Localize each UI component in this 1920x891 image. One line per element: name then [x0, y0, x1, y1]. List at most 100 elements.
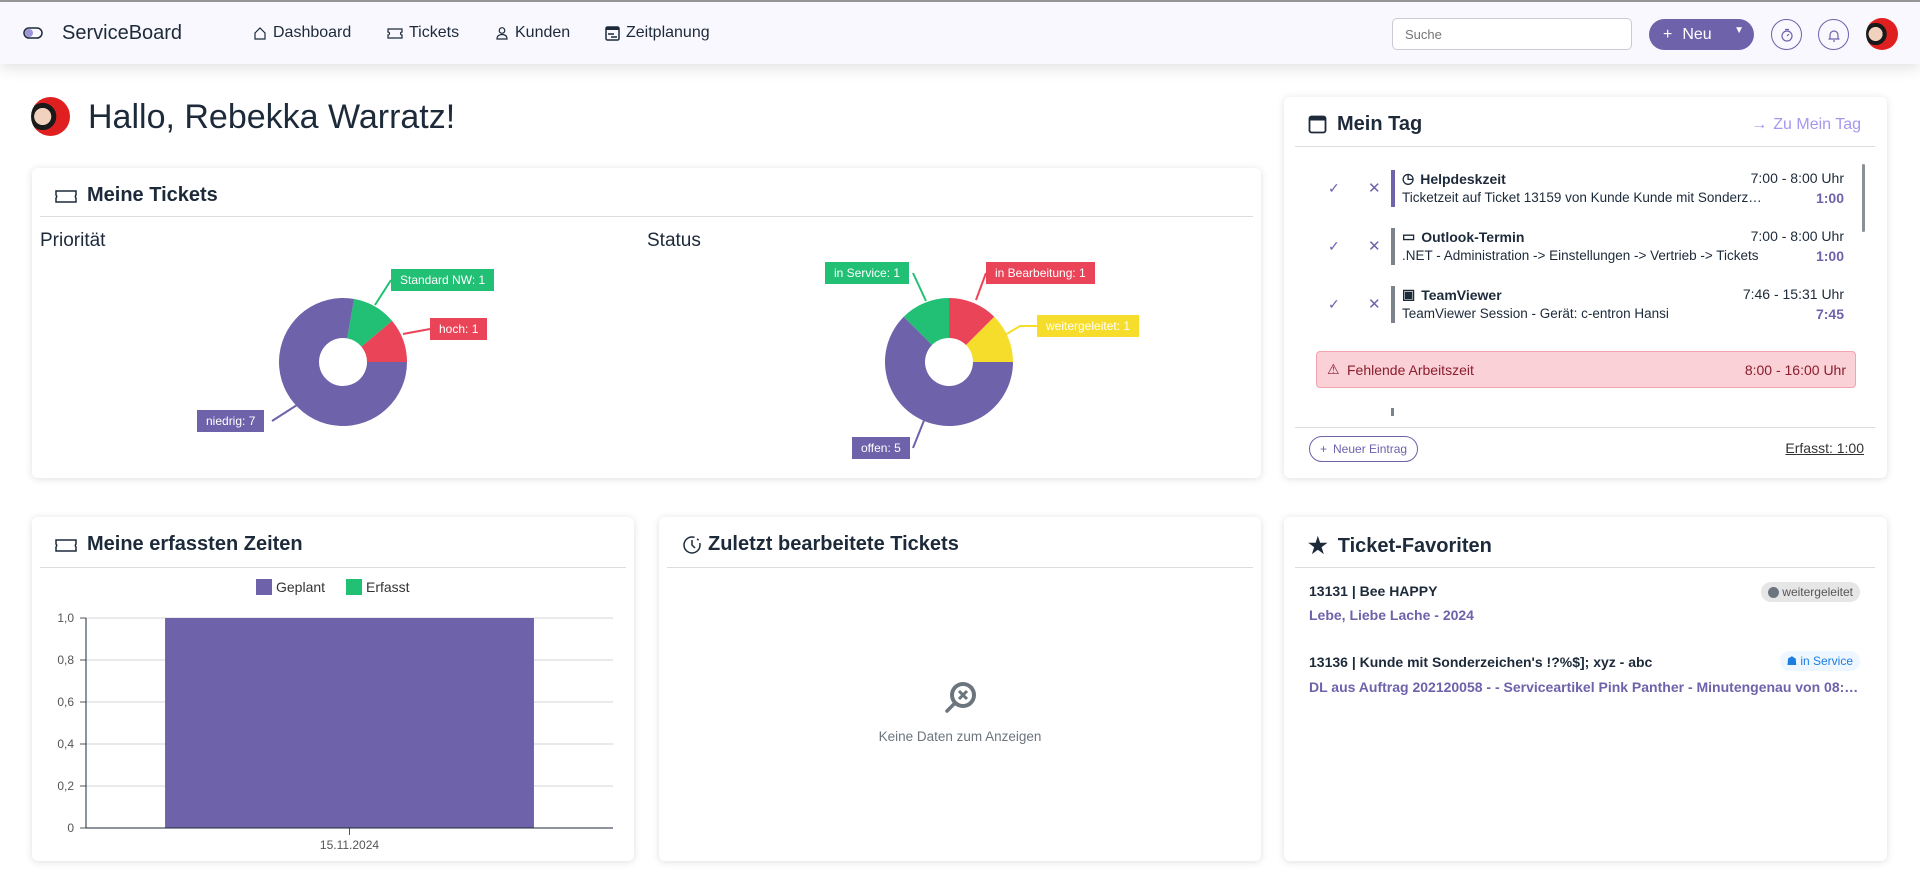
favorite-title[interactable]: 13131 | Bee HAPPY [1309, 583, 1438, 599]
favorite-subtitle[interactable]: DL aus Auftrag 202120058 - - Servicearti… [1309, 679, 1864, 695]
nav-label: Zeitplanung [626, 24, 710, 41]
plus-icon: + [1663, 25, 1673, 43]
data-label: weitergeleitet: 1 [1037, 315, 1140, 337]
nav-zeitplanung[interactable]: Zeitplanung [605, 24, 710, 42]
timer-button[interactable] [1771, 19, 1802, 50]
captured-time-link[interactable]: Erfasst: 1:00 [1785, 440, 1864, 456]
badge-label: weitergeleitet [1782, 585, 1853, 599]
user-avatar[interactable] [1866, 18, 1898, 50]
legend-label: Erfasst [366, 579, 410, 595]
entry-color-bar [1391, 286, 1395, 323]
calendar-icon [605, 25, 620, 41]
missing-time-alert[interactable]: ⚠ Fehlende Arbeitszeit 8:00 - 16:00 Uhr [1316, 351, 1856, 388]
go-to-my-day-link[interactable]: → Zu Mein Tag [1751, 116, 1861, 134]
greeting-avatar [31, 97, 70, 136]
legend-swatch [346, 579, 362, 595]
entry-desc: .NET - Administration -> Einstellungen -… [1402, 248, 1759, 263]
new-button[interactable]: + Neu ▼ [1649, 19, 1754, 50]
alert-time: 8:00 - 16:00 Uhr [1744, 362, 1846, 378]
legend-label: Geplant [276, 579, 325, 595]
plus-icon: + [1320, 442, 1328, 456]
nav-kunden[interactable]: Kunden [495, 24, 570, 42]
entry-title: TeamViewer [1421, 286, 1502, 303]
donut-slice-niedrig[interactable] [279, 298, 407, 427]
y-tick-label: 0,4 [57, 737, 74, 751]
nav-label: Tickets [409, 24, 460, 41]
stopwatch-icon [1780, 28, 1793, 42]
times-bar-chart: 0 0,2 0,4 0,6 0,8 1,0 15.11.2024 Geplant Erfasst [57, 579, 613, 852]
favorite-title[interactable]: 13136 | Kunde mit Sonderzeichen's !?%$];… [1309, 654, 1653, 670]
confirm-icon[interactable]: ✓ [1328, 180, 1340, 196]
card-title: Ticket-Favoriten [1337, 534, 1492, 557]
ticket-icon [55, 538, 77, 552]
star-icon: ★ [1308, 533, 1328, 558]
day-entry[interactable]: ✓ ✕ ◷ Helpdeskzeit Ticketzeit auf Ticket 131… [1284, 170, 1844, 207]
donut-slice-standard-nw[interactable] [347, 298, 393, 347]
clock-icon: ◷ [1402, 170, 1415, 186]
monitor-icon: ▣ [1402, 286, 1416, 302]
data-label: niedrig: 7 [197, 410, 265, 432]
favorite-subtitle[interactable]: Lebe, Liebe Lache - 2024 [1309, 607, 1474, 623]
close-icon[interactable]: ✕ [1368, 180, 1381, 197]
nav-tickets[interactable]: Tickets [387, 24, 459, 42]
y-tick-label: 0,8 [57, 653, 74, 667]
nav-label: Dashboard [273, 24, 352, 41]
leader-line [912, 417, 926, 449]
y-tick-label: 0,2 [57, 779, 74, 793]
window-edge [0, 0, 1920, 2]
service-icon: ☗ [1786, 654, 1798, 668]
notifications-button[interactable] [1818, 19, 1849, 50]
status-chart-title: Status [647, 230, 701, 251]
entry-time: 7:00 - 8:00 Uhr [1750, 170, 1844, 186]
data-label: offen: 5 [852, 437, 910, 459]
donut-slice-in-service[interactable] [903, 298, 949, 346]
ticket-icon [387, 28, 403, 39]
entry-desc: Ticketzeit auf Ticket 13159 von Kunde Ku… [1402, 190, 1762, 205]
scrollbar-thumb[interactable] [1862, 164, 1865, 232]
favorites-card: ★ Ticket-Favoriten 13131 | Bee HAPPY Lebe… [1284, 517, 1887, 861]
new-entry-button[interactable]: + Neuer Eintrag [1309, 436, 1419, 462]
nav-label: Kunden [515, 24, 571, 41]
data-label: in Bearbeitung: 1 [986, 262, 1095, 284]
data-label: in Service: 1 [825, 262, 910, 284]
entry-title: Outlook-Termin [1421, 228, 1525, 245]
forward-icon [1768, 586, 1780, 598]
leader-line [912, 272, 927, 302]
empty-state-text: Keine Daten zum Anzeigen [878, 729, 1042, 744]
close-icon[interactable]: ✕ [1368, 238, 1381, 255]
status-badge: weitergeleitet [1761, 582, 1860, 602]
entry-title: Helpdeskzeit [1420, 170, 1506, 187]
link-label: Zu Mein Tag [1773, 116, 1861, 133]
donut-slice-hoch[interactable] [361, 320, 407, 362]
greeting-heading: Hallo, Rebekka Warratz! [88, 98, 456, 136]
chevron-down-icon[interactable]: ▼ [1734, 25, 1744, 36]
confirm-icon[interactable]: ✓ [1328, 296, 1340, 312]
day-entry[interactable]: ✓ ✕ ▣ TeamViewer TeamViewer Session - Gerät:… [1284, 286, 1844, 323]
user-icon [496, 27, 508, 40]
donut-slice-offen[interactable] [884, 316, 1013, 427]
nav-dashboard[interactable]: Dashboard [253, 24, 351, 42]
status-badge: ☗ in Service [1779, 651, 1860, 671]
day-entry[interactable]: ✓ ✕ ▭ Outlook-Termin .NET - Administration -… [1284, 228, 1844, 265]
ticket-icon [55, 189, 77, 203]
donut-slice-in-bearbeitung[interactable] [949, 298, 995, 346]
legend-swatch [256, 579, 272, 595]
calendar-icon: ▭ [1402, 228, 1416, 244]
leader-line [374, 279, 392, 306]
new-button-label: Neu [1682, 25, 1712, 43]
my-day-card: Mein Tag → Zu Mein Tag ✓ ✕ ◷ Helpdeskzeit Tic… [1284, 97, 1887, 478]
entry-duration: 1:00 [1815, 190, 1844, 206]
badge-label: in Service [1800, 654, 1853, 668]
leader-line [1004, 325, 1037, 336]
leader-line [402, 328, 431, 335]
donut-slice-weitergeleitet[interactable] [965, 316, 1013, 362]
confirm-icon[interactable]: ✓ [1328, 238, 1340, 254]
card-title: Meine Tickets [87, 184, 218, 206]
home-icon [254, 27, 266, 40]
recent-tickets-card: Zuletzt bearbeitete Tickets Keine Daten … [659, 517, 1261, 861]
search-input[interactable] [1392, 18, 1632, 50]
close-icon[interactable]: ✕ [1368, 296, 1381, 313]
entry-time: 7:46 - 15:31 Uhr [1742, 286, 1844, 302]
leader-line [271, 404, 298, 422]
entry-duration: 7:45 [1815, 306, 1844, 322]
